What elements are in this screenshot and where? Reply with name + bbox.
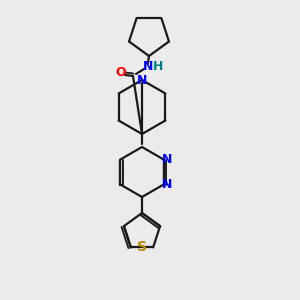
Text: N: N bbox=[161, 178, 172, 191]
Text: H: H bbox=[153, 59, 163, 73]
Text: N: N bbox=[161, 153, 172, 166]
Text: N: N bbox=[143, 61, 153, 74]
Text: S: S bbox=[137, 240, 147, 254]
Text: O: O bbox=[116, 65, 126, 79]
Text: N: N bbox=[137, 74, 147, 86]
